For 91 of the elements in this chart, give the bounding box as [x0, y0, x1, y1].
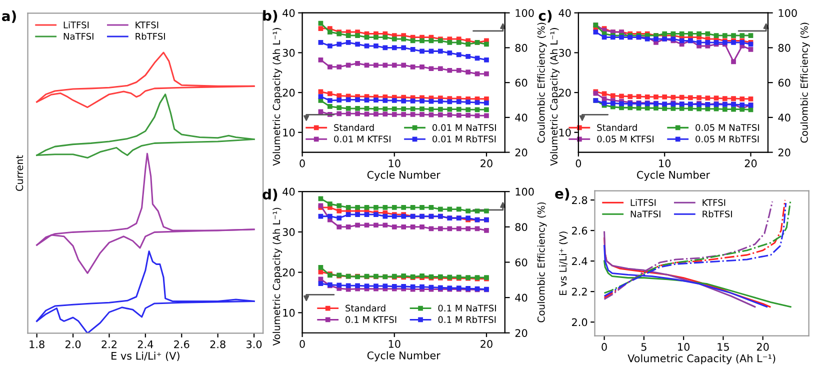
legend-label: 0.01 M RbTFSI [432, 135, 496, 142]
legend-label: LiTFSI [630, 198, 656, 206]
y-tick-label: 20 [282, 88, 295, 97]
x-tick-label: 20 [744, 159, 757, 168]
legend-label: 0.1 M NaTFSI [438, 304, 496, 312]
legend-label: Standard [597, 124, 637, 131]
x-axis-title: E vs Li/Li⁺ (V) [112, 352, 180, 361]
y2-tick-label: 60 [515, 78, 528, 87]
y2-tick-label: 20 [515, 329, 528, 337]
y-axis-title: Volumetric Capacity (Ah L⁻¹) [550, 28, 560, 166]
x-tick-label: 2.4 [138, 340, 154, 348]
y2-tick-label: 60 [515, 258, 528, 266]
y2-tick-label: 40 [515, 114, 528, 122]
x-axis-title: Cycle Number [636, 170, 710, 181]
y-tick-label: 40 [282, 188, 295, 196]
legend-label: 0.1 M RbTFSI [438, 316, 496, 323]
y2-tick-label: 20 [515, 148, 528, 156]
x-axis-title: Cycle Number [367, 351, 440, 362]
y2-axis-title: Coulombic Efficiency (%) [800, 22, 810, 143]
x-tick-label: 5 [641, 343, 646, 351]
x-tick-label: 0 [602, 342, 607, 351]
legend-label: NaTFSI [64, 32, 94, 40]
legend-label: NaTFSI [630, 210, 660, 218]
y-tick-label: 2.8 [572, 196, 588, 204]
legend-label: 0.05 M KTFSI [597, 136, 654, 142]
legend-label: RbTFSI [136, 32, 165, 40]
legend-label: KTFSI [136, 21, 158, 28]
y-tick-label: 10 [283, 308, 295, 317]
legend-label: 0.01 M KTFSI [334, 136, 390, 142]
y-tick-label: 20 [282, 268, 295, 276]
chart-title: a) [2, 10, 16, 23]
y2-tick-label: 40 [778, 114, 790, 122]
x-tick-label: 20 [480, 159, 492, 168]
x-axis-title: Cycle Number [367, 170, 440, 181]
legend-label: 0.05 M RbTFSI [696, 135, 759, 142]
chart-title: d) [262, 188, 278, 202]
y2-tick-label: 100 [516, 9, 534, 17]
y-tick-label: 40 [558, 9, 571, 17]
y-tick-label: 40 [282, 9, 295, 17]
y-tick-label: 10 [283, 128, 295, 136]
y-tick-label: 2.0 [572, 318, 588, 326]
legend-label: RbTFSI [702, 210, 732, 218]
y-axis-title: Volumetric Capacity (Ah L⁻¹) [272, 28, 282, 166]
legend-label: 0.1 M KTFSI [346, 316, 396, 323]
y2-tick-label: 40 [515, 294, 528, 302]
y-axis-title: Volumetric Capacity (Ah L⁻¹) [272, 208, 282, 346]
x-tick-label: 0 [300, 159, 305, 168]
x-tick-label: 10 [659, 159, 671, 168]
chart-title: c) [538, 10, 552, 22]
x-tick-label: 2.6 [174, 340, 190, 348]
y2-axis-title: Coulombic Efficiency (%) [537, 202, 547, 322]
y-tick-label: 30 [282, 48, 295, 57]
x-tick-label: 20 [756, 342, 769, 351]
x-tick-label: 10 [388, 159, 400, 168]
x-tick-label: 10 [388, 340, 400, 348]
x-tick-label: 0 [576, 159, 582, 168]
y2-tick-label: 80 [515, 223, 528, 232]
x-tick-label: 2.8 [210, 340, 226, 348]
legend-label: 0.01 M NaTFSI [432, 124, 496, 131]
legend-label: Standard [334, 124, 374, 131]
y-tick-label: 2.6 [572, 226, 588, 235]
x-tick-label: 20 [480, 340, 492, 348]
y-tick-label: 30 [559, 48, 571, 57]
y2-tick-label: 60 [778, 78, 790, 87]
y-tick-label: 2.4 [572, 257, 588, 265]
legend-label: 0.05 M NaTFSI [696, 124, 759, 131]
y-tick-label: 10 [559, 128, 571, 136]
x-tick-label: 2.2 [102, 340, 116, 348]
legend-label: KTFSI [702, 199, 726, 206]
y2-tick-label: 100 [516, 188, 534, 196]
y-tick-label: 2.2 [572, 288, 587, 296]
x-tick-label: 0 [300, 340, 305, 348]
legend-label: Standard [346, 304, 386, 312]
y-axis-title: E vs Li/Li⁺ (V) [559, 232, 568, 295]
chart-title: e) [555, 188, 570, 200]
legend-label: LiTFSI [64, 21, 89, 28]
chart-title: b) [263, 10, 278, 22]
y2-tick-label: 80 [515, 44, 528, 52]
x-tick-label: 2.0 [66, 340, 81, 348]
y-tick-label: 20 [559, 88, 571, 97]
y2-axis-title: Coulombic Efficiency (%) [537, 22, 547, 143]
y2-tick-label: 80 [778, 44, 790, 52]
x-axis-title: Volumetric Capacity (Ah L⁻¹) [628, 354, 776, 364]
x-tick-label: 1.8 [30, 340, 44, 348]
y-tick-label: 30 [282, 228, 295, 236]
x-tick-label: 10 [678, 342, 690, 351]
y-axis-title: Current [16, 155, 24, 191]
x-tick-label: 3.0 [246, 340, 262, 348]
x-tick-label: 15 [718, 343, 729, 351]
y2-tick-label: 20 [778, 148, 790, 156]
y2-tick-label: 100 [778, 9, 797, 17]
